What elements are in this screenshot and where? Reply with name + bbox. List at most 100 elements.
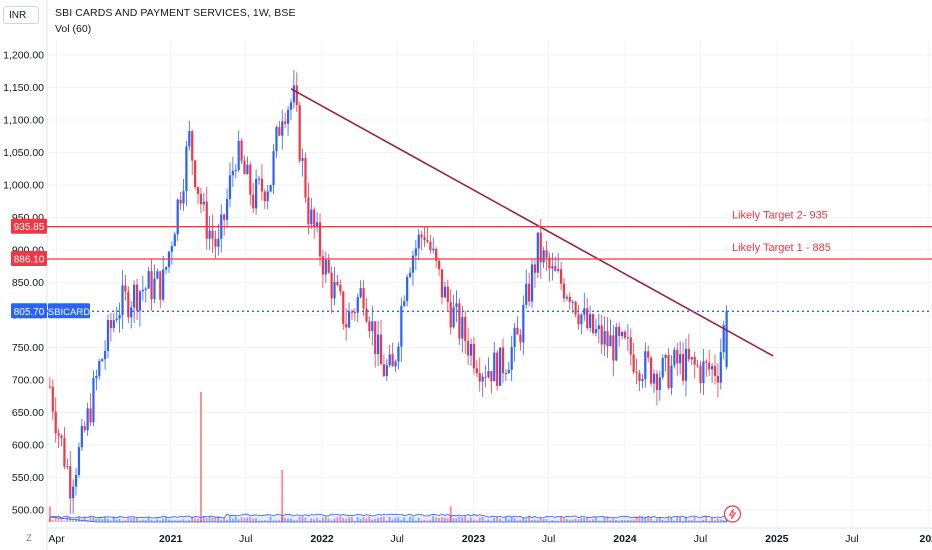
lightning-icon[interactable] bbox=[723, 505, 742, 523]
x-tick-label: Jul bbox=[845, 533, 858, 545]
y-tick-label: 600.00 bbox=[12, 440, 44, 452]
price-label-value: 886.10 bbox=[14, 255, 45, 266]
candle-body bbox=[597, 325, 600, 330]
x-tick-label: 2025 bbox=[765, 533, 789, 545]
candle-body bbox=[164, 267, 168, 270]
volume-bar bbox=[440, 517, 443, 522]
volume-bar bbox=[167, 519, 170, 522]
volume-bar bbox=[446, 518, 449, 522]
candle-body bbox=[574, 301, 577, 315]
candle-body bbox=[289, 102, 293, 110]
candle-body bbox=[504, 373, 507, 375]
volume-bar bbox=[667, 517, 670, 522]
candle-body bbox=[173, 234, 176, 247]
candle-body bbox=[359, 288, 362, 298]
candle-body bbox=[443, 286, 446, 298]
volume-bar bbox=[243, 518, 246, 522]
volume-bar bbox=[618, 520, 620, 522]
volume-bar bbox=[217, 516, 220, 522]
volume-bar bbox=[562, 518, 565, 522]
candle-body bbox=[63, 438, 66, 467]
candle-body bbox=[565, 296, 568, 299]
volume-bar bbox=[435, 517, 437, 522]
candle-body bbox=[461, 317, 464, 339]
volume-bar bbox=[191, 516, 194, 522]
candle-body bbox=[411, 255, 415, 273]
candle-body bbox=[426, 240, 429, 242]
volume-bar bbox=[356, 517, 359, 522]
candle-body bbox=[559, 269, 563, 284]
volume-bar bbox=[542, 518, 545, 522]
volume-bar bbox=[513, 518, 516, 522]
volume-bar bbox=[536, 520, 539, 522]
volume-bar bbox=[597, 520, 600, 522]
volume-bar bbox=[687, 520, 690, 522]
candle-body bbox=[371, 321, 374, 332]
volume-bar bbox=[670, 517, 673, 522]
volume-bar bbox=[423, 519, 426, 522]
volume-bar bbox=[377, 517, 379, 522]
candle-body bbox=[208, 230, 211, 239]
candle-body bbox=[362, 288, 365, 309]
candle-body bbox=[188, 131, 191, 147]
candle-body bbox=[391, 354, 394, 367]
volume-bar bbox=[655, 518, 658, 522]
volume-bar bbox=[429, 519, 432, 522]
candle-body bbox=[394, 361, 397, 367]
volume-bar bbox=[554, 520, 557, 522]
volume-bar bbox=[324, 516, 327, 522]
volume-bar bbox=[397, 517, 400, 522]
target-annotation[interactable]: Likely Target 2- 935 bbox=[732, 210, 828, 222]
volume-indicator-label[interactable]: Vol (60) bbox=[55, 23, 92, 35]
candle-body bbox=[710, 366, 714, 370]
candle-body bbox=[74, 474, 78, 487]
volume-bar bbox=[638, 516, 641, 522]
candle-body bbox=[440, 269, 444, 298]
candle-body bbox=[388, 354, 391, 366]
volume-bar bbox=[170, 520, 173, 522]
candle-body bbox=[80, 426, 83, 448]
volume-bar bbox=[165, 516, 167, 522]
volume-bar bbox=[696, 520, 699, 522]
candle-body bbox=[135, 284, 139, 311]
volume-bar bbox=[722, 520, 725, 522]
volume-bar bbox=[702, 519, 705, 522]
volume-bar bbox=[101, 519, 103, 522]
candle-body bbox=[83, 426, 86, 431]
candle-body bbox=[86, 408, 89, 431]
x-tick-label: 2021 bbox=[159, 533, 183, 545]
volume-bar bbox=[472, 519, 475, 522]
candle-body bbox=[176, 199, 179, 235]
candle-body bbox=[545, 250, 548, 258]
volume-bar bbox=[188, 520, 191, 522]
candle-body bbox=[324, 260, 327, 275]
volume-bar bbox=[420, 520, 423, 522]
candle-body bbox=[223, 214, 226, 220]
candle-body bbox=[490, 371, 493, 382]
candle-body bbox=[603, 331, 606, 345]
volume-bar bbox=[104, 516, 106, 522]
volume-bar bbox=[603, 516, 606, 522]
volume-bar bbox=[432, 516, 435, 522]
candle-body bbox=[716, 375, 720, 383]
volume-bar bbox=[327, 518, 330, 522]
candle-body bbox=[623, 331, 627, 338]
volume-bar bbox=[380, 517, 382, 522]
auto-scale-button[interactable]: Z bbox=[26, 533, 32, 543]
candle-body bbox=[618, 327, 621, 336]
target-annotation[interactable]: Likely Target 1 - 885 bbox=[732, 242, 831, 254]
candle-body bbox=[420, 234, 423, 238]
candle-body bbox=[478, 373, 481, 382]
candle-body bbox=[725, 311, 728, 367]
volume-bar bbox=[679, 516, 681, 522]
currency-selector[interactable]: INR bbox=[3, 6, 39, 24]
candle-body bbox=[589, 314, 592, 328]
candle-body bbox=[301, 158, 304, 161]
candle-body bbox=[54, 411, 57, 434]
candle-body bbox=[539, 232, 542, 263]
volume-bar bbox=[493, 517, 496, 522]
volume-bar bbox=[391, 519, 394, 522]
candle-body bbox=[72, 486, 75, 499]
